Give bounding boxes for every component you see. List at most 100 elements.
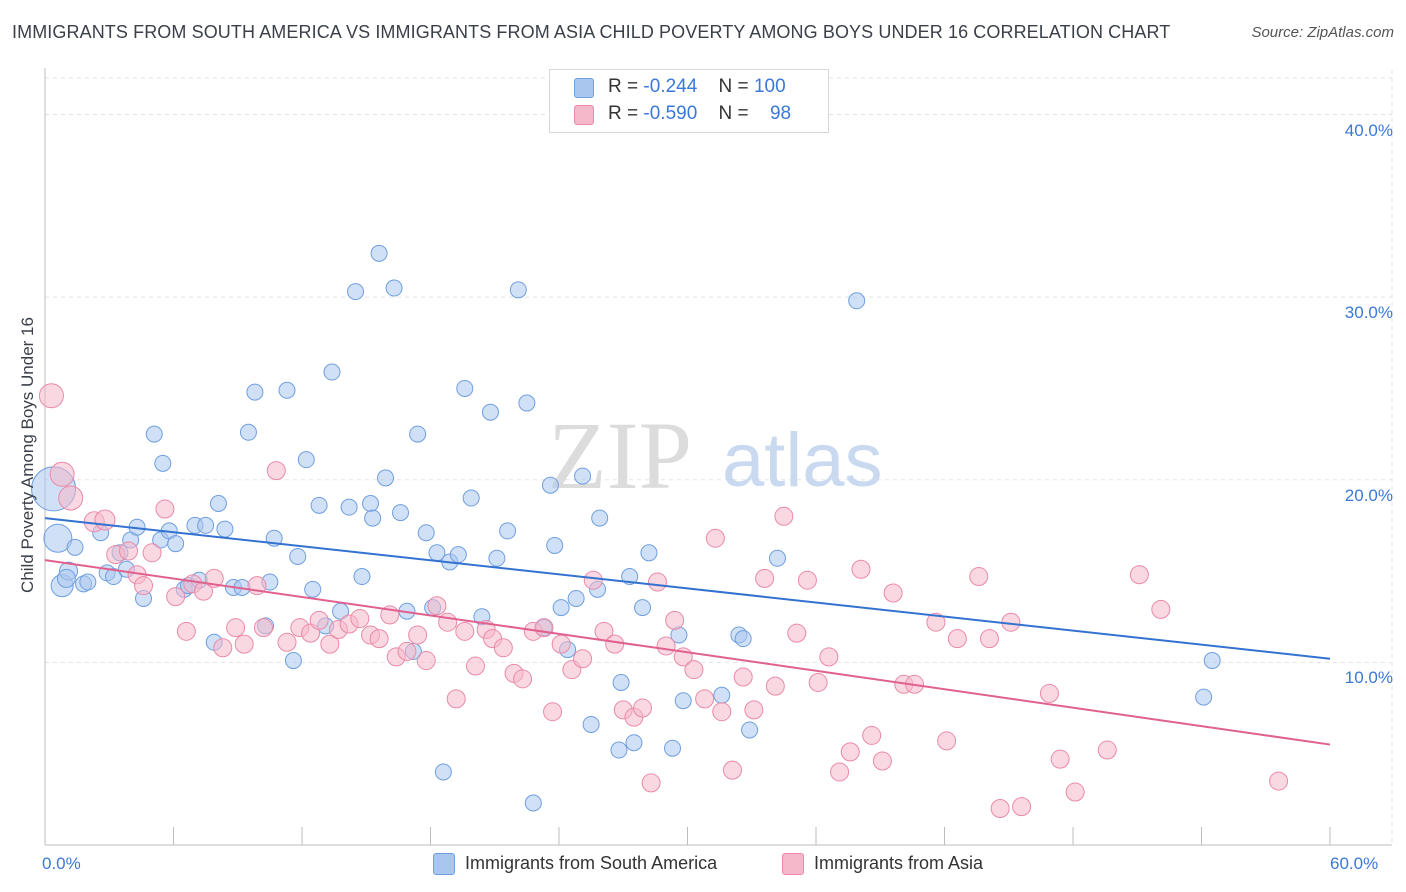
data-point [551, 634, 571, 654]
data-point [38, 383, 64, 409]
data-point [734, 630, 752, 648]
legend-swatch-south-america [574, 78, 594, 98]
trendlines [44, 517, 1331, 746]
data-point [499, 522, 517, 540]
data-point [640, 544, 658, 562]
legend-r-label: R = [608, 76, 639, 97]
legend-n-label: N = [718, 103, 749, 124]
data-point [712, 702, 732, 722]
data-point [641, 773, 661, 793]
data-point [364, 509, 382, 527]
data-point [656, 636, 676, 656]
data-point [209, 495, 227, 513]
data-point [509, 281, 527, 299]
data-point [1203, 652, 1221, 670]
data-point [695, 689, 715, 709]
data-point [621, 568, 639, 586]
series-asia-points [38, 383, 1289, 818]
data-point [648, 572, 668, 592]
data-point [990, 798, 1010, 818]
data-point [969, 567, 989, 587]
data-point [872, 751, 892, 771]
data-point [797, 570, 817, 590]
data-point [105, 568, 123, 586]
chart-title: IMMIGRANTS FROM SOUTH AMERICA VS IMMIGRA… [12, 22, 1171, 42]
data-point [456, 379, 474, 397]
data-point [408, 625, 428, 645]
data-point [369, 629, 389, 649]
data-point [278, 381, 296, 399]
data-point [765, 676, 785, 696]
legend-n-label: N = [718, 76, 749, 97]
data-point [446, 689, 466, 709]
data-point [488, 549, 506, 567]
data-point [633, 698, 653, 718]
data-point [830, 762, 850, 782]
data-point [155, 499, 175, 519]
source-label: Source: ZipAtlas.com [1251, 24, 1394, 41]
data-point [840, 742, 860, 762]
data-point [634, 599, 652, 617]
data-point [449, 546, 467, 564]
data-point [154, 454, 172, 472]
data-point [213, 638, 233, 658]
data-point [1039, 683, 1059, 703]
bottom-legend-label-south-america: Immigrants from South America [465, 853, 718, 873]
data-point [768, 549, 786, 567]
data-point [362, 495, 380, 513]
data-point [733, 667, 753, 687]
legend-r-asia: -0.590 [643, 103, 698, 124]
data-point [277, 632, 297, 652]
watermark: ZIP atlas [548, 402, 883, 509]
data-point [289, 547, 307, 565]
y-axis-label: Child Poverty Among Boys Under 16 [18, 317, 37, 593]
data-point [119, 541, 139, 561]
data-point [434, 763, 452, 781]
bottom-legend-swatch-asia [782, 853, 804, 875]
legend-n-asia: 98 [769, 103, 792, 124]
data-point [392, 504, 410, 522]
data-point [1269, 771, 1289, 791]
data-point [1050, 749, 1070, 769]
data-point [320, 634, 340, 654]
data-point [1195, 688, 1213, 706]
data-point [417, 524, 435, 542]
x-tick-min: 0.0% [42, 854, 81, 873]
gridlines [45, 70, 1393, 845]
data-point [310, 496, 328, 514]
data-point [513, 669, 533, 689]
bottom-legend-swatch-south-america [433, 853, 455, 875]
data-point [612, 673, 630, 691]
data-point [481, 403, 499, 421]
data-point [409, 425, 427, 443]
trendline-asia [44, 559, 1331, 746]
data-point [1151, 599, 1171, 619]
y-tick-label: 40.0% [1344, 120, 1393, 140]
data-point [427, 596, 447, 616]
data-point [582, 715, 600, 733]
data-point [176, 621, 196, 641]
data-point [1129, 565, 1149, 585]
data-point [79, 573, 97, 591]
data-point [610, 741, 628, 759]
data-point [713, 686, 731, 704]
data-point [883, 583, 903, 603]
data-point [438, 612, 458, 632]
data-point [947, 629, 967, 649]
data-point [552, 599, 570, 617]
watermark-atlas: atlas [722, 418, 883, 503]
data-point [851, 559, 871, 579]
data-point [541, 476, 559, 494]
data-point [145, 425, 163, 443]
data-point [166, 587, 186, 607]
data-point [246, 383, 264, 401]
data-point [304, 580, 322, 598]
data-point [56, 568, 76, 588]
y-tick-label: 20.0% [1344, 485, 1393, 505]
data-point [94, 509, 116, 531]
data-point [787, 623, 807, 643]
data-point [979, 629, 999, 649]
data-point [49, 461, 75, 487]
trendline-south-america [44, 517, 1331, 660]
